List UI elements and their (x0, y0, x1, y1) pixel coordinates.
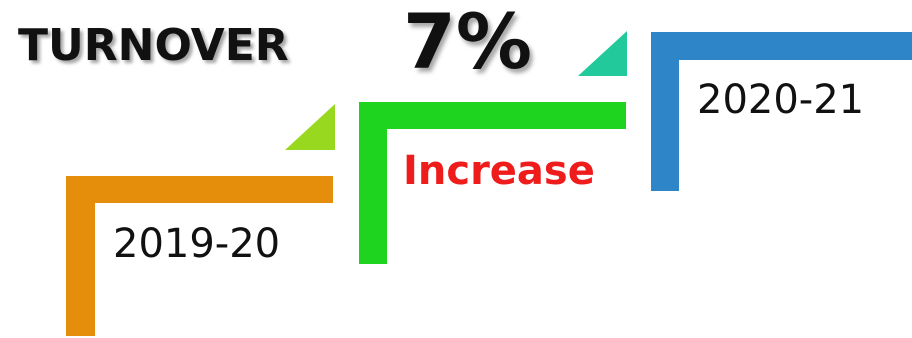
year-label-2020-21: 2020-21 (697, 77, 865, 123)
step-1-arrow-triangle (285, 104, 335, 150)
year-label-2019-20: 2019-20 (113, 221, 281, 267)
step-2-arrow-triangle (578, 31, 627, 76)
title-turnover: TURNOVER (18, 20, 289, 71)
step-2-bracket (359, 102, 626, 264)
step-3-bracket (651, 32, 912, 191)
increase-label: Increase (403, 148, 595, 194)
percent-value: 7% (403, 0, 533, 86)
step-1-bracket (66, 176, 333, 336)
